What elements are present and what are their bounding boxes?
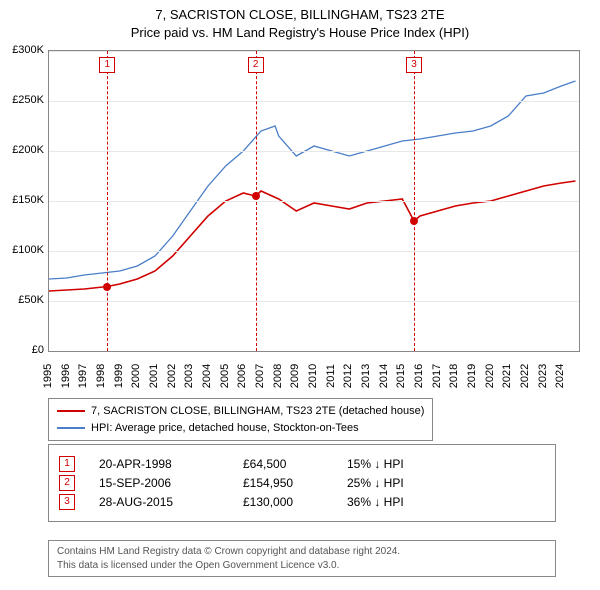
x-axis-label: 2000 [130, 364, 142, 388]
x-axis-label: 2008 [272, 364, 284, 388]
x-axis-label: 1996 [60, 364, 72, 388]
event-line [414, 51, 415, 351]
plot-area: 1 2 3 [48, 50, 580, 352]
y-axis-label: £50K [0, 294, 44, 306]
event-price: £154,950 [243, 476, 323, 490]
series-line-red [49, 181, 576, 291]
event-date: 15-SEP-2006 [99, 476, 219, 490]
y-axis-label: £300K [0, 44, 44, 56]
gridline [49, 151, 579, 152]
x-axis-label: 1995 [42, 364, 54, 388]
series-line-blue [49, 81, 576, 279]
event-pct: 36% ↓ HPI [347, 495, 457, 509]
x-axis-label: 2016 [413, 364, 425, 388]
x-axis-label: 2006 [236, 364, 248, 388]
x-axis-label: 2005 [219, 364, 231, 388]
event-row: 3 28-AUG-2015 £130,000 36% ↓ HPI [59, 494, 545, 510]
event-pct: 15% ↓ HPI [347, 457, 457, 471]
event-marker: 3 [406, 57, 422, 73]
x-axis-label: 2007 [254, 364, 266, 388]
gridline [49, 51, 579, 52]
legend-item: HPI: Average price, detached house, Stoc… [57, 420, 424, 437]
legend-swatch [57, 427, 85, 429]
x-axis-label: 2024 [554, 364, 566, 388]
legend-swatch [57, 410, 85, 412]
x-axis-label: 2018 [448, 364, 460, 388]
y-axis-label: £100K [0, 244, 44, 256]
legend-item: 7, SACRISTON CLOSE, BILLINGHAM, TS23 2TE… [57, 403, 424, 420]
x-axis-label: 2023 [537, 364, 549, 388]
event-date: 28-AUG-2015 [99, 495, 219, 509]
x-axis-label: 2002 [166, 364, 178, 388]
event-price: £64,500 [243, 457, 323, 471]
x-axis-label: 2014 [378, 364, 390, 388]
x-axis-label: 2012 [342, 364, 354, 388]
x-axis-label: 2011 [325, 364, 337, 388]
x-axis-label: 2019 [466, 364, 478, 388]
chart-title: 7, SACRISTON CLOSE, BILLINGHAM, TS23 2TE… [0, 0, 600, 41]
legend-label: HPI: Average price, detached house, Stoc… [91, 420, 359, 437]
event-dot [252, 192, 260, 200]
y-axis-label: £200K [0, 144, 44, 156]
x-axis-label: 1997 [77, 364, 89, 388]
x-axis-label: 2013 [360, 364, 372, 388]
chart-container: 7, SACRISTON CLOSE, BILLINGHAM, TS23 2TE… [0, 0, 600, 590]
title-line1: 7, SACRISTON CLOSE, BILLINGHAM, TS23 2TE [0, 6, 600, 24]
event-dot [103, 283, 111, 291]
x-axis-label: 2017 [431, 364, 443, 388]
x-axis-label: 2010 [307, 364, 319, 388]
event-dot [410, 217, 418, 225]
event-line [107, 51, 108, 351]
x-axis-label: 2022 [519, 364, 531, 388]
event-marker: 2 [248, 57, 264, 73]
event-date: 20-APR-1998 [99, 457, 219, 471]
x-axis-label: 2003 [183, 364, 195, 388]
legend-label: 7, SACRISTON CLOSE, BILLINGHAM, TS23 2TE… [91, 403, 424, 420]
event-pct: 25% ↓ HPI [347, 476, 457, 490]
attribution: Contains HM Land Registry data © Crown c… [48, 540, 556, 577]
x-axis-label: 2009 [289, 364, 301, 388]
event-row: 2 15-SEP-2006 £154,950 25% ↓ HPI [59, 475, 545, 491]
gridline [49, 201, 579, 202]
event-row: 1 20-APR-1998 £64,500 15% ↓ HPI [59, 456, 545, 472]
gridline [49, 301, 579, 302]
title-line2: Price paid vs. HM Land Registry's House … [0, 24, 600, 42]
y-axis-label: £150K [0, 194, 44, 206]
x-axis-label: 2001 [148, 364, 160, 388]
event-number: 1 [59, 456, 75, 472]
footer-line2: This data is licensed under the Open Gov… [57, 559, 547, 573]
gridline [49, 251, 579, 252]
event-marker: 1 [99, 57, 115, 73]
event-line [256, 51, 257, 351]
x-axis-label: 2021 [501, 364, 513, 388]
x-axis-label: 2004 [201, 364, 213, 388]
x-axis-label: 2015 [395, 364, 407, 388]
events-table: 1 20-APR-1998 £64,500 15% ↓ HPI 2 15-SEP-2006… [48, 444, 556, 522]
x-axis-label: 1998 [95, 364, 107, 388]
y-axis-label: £250K [0, 94, 44, 106]
footer-line1: Contains HM Land Registry data © Crown c… [57, 545, 547, 559]
event-number: 3 [59, 494, 75, 510]
y-axis-label: £0 [0, 344, 44, 356]
x-axis-label: 1999 [113, 364, 125, 388]
gridline [49, 101, 579, 102]
event-number: 2 [59, 475, 75, 491]
legend: 7, SACRISTON CLOSE, BILLINGHAM, TS23 2TE… [48, 398, 433, 441]
x-axis-label: 2020 [484, 364, 496, 388]
event-price: £130,000 [243, 495, 323, 509]
